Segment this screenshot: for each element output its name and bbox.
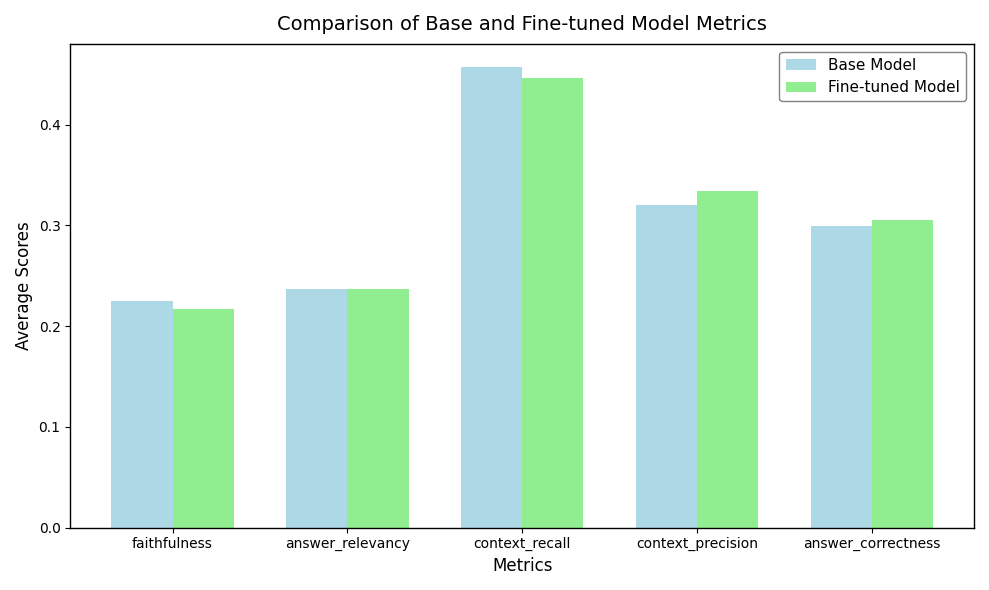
Title: Comparison of Base and Fine-tuned Model Metrics: Comparison of Base and Fine-tuned Model …: [277, 15, 767, 34]
Bar: [112, 301, 172, 527]
X-axis label: Metrics: Metrics: [492, 557, 553, 575]
Bar: [636, 205, 697, 527]
Bar: [286, 289, 347, 527]
Bar: [522, 78, 584, 527]
Bar: [172, 309, 233, 527]
Bar: [347, 289, 408, 527]
Bar: [811, 227, 871, 527]
Bar: [871, 220, 933, 527]
Bar: [461, 67, 522, 527]
Legend: Base Model, Fine-tuned Model: Base Model, Fine-tuned Model: [779, 51, 966, 101]
Y-axis label: Average Scores: Average Scores: [15, 221, 33, 350]
Bar: [697, 191, 759, 527]
